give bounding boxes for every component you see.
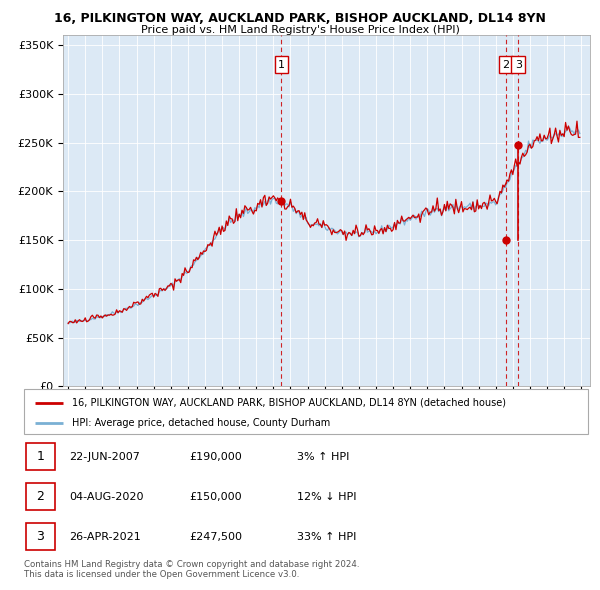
Text: 26-APR-2021: 26-APR-2021 — [69, 532, 141, 542]
Text: 2: 2 — [37, 490, 44, 503]
Text: 3% ↑ HPI: 3% ↑ HPI — [297, 452, 349, 461]
Text: HPI: Average price, detached house, County Durham: HPI: Average price, detached house, Coun… — [72, 418, 330, 428]
Text: 12% ↓ HPI: 12% ↓ HPI — [297, 492, 356, 502]
Text: 33% ↑ HPI: 33% ↑ HPI — [297, 532, 356, 542]
Text: 04-AUG-2020: 04-AUG-2020 — [69, 492, 143, 502]
Text: 22-JUN-2007: 22-JUN-2007 — [69, 452, 140, 461]
Text: £190,000: £190,000 — [189, 452, 242, 461]
Text: £150,000: £150,000 — [189, 492, 242, 502]
Text: 2: 2 — [502, 60, 509, 70]
Text: Contains HM Land Registry data © Crown copyright and database right 2024.
This d: Contains HM Land Registry data © Crown c… — [24, 560, 359, 579]
Text: 16, PILKINGTON WAY, AUCKLAND PARK, BISHOP AUCKLAND, DL14 8YN (detached house): 16, PILKINGTON WAY, AUCKLAND PARK, BISHO… — [72, 398, 506, 408]
Text: 1: 1 — [37, 450, 44, 463]
Text: £247,500: £247,500 — [189, 532, 242, 542]
Text: 3: 3 — [37, 530, 44, 543]
Text: Price paid vs. HM Land Registry's House Price Index (HPI): Price paid vs. HM Land Registry's House … — [140, 25, 460, 35]
Text: 3: 3 — [515, 60, 522, 70]
Text: 16, PILKINGTON WAY, AUCKLAND PARK, BISHOP AUCKLAND, DL14 8YN: 16, PILKINGTON WAY, AUCKLAND PARK, BISHO… — [54, 12, 546, 25]
Text: 1: 1 — [278, 60, 285, 70]
